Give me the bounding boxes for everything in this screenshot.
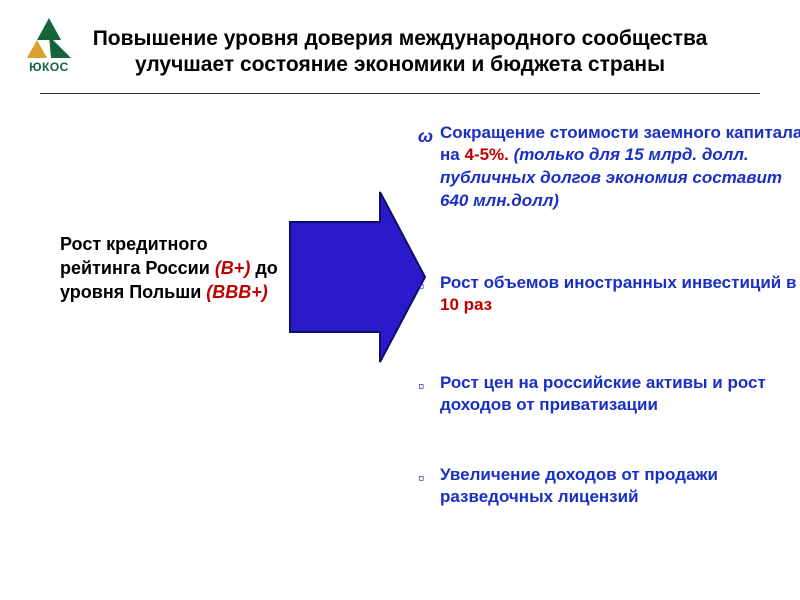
bullet-1: ω Сокращение стоимости заемного капитала…	[440, 122, 800, 214]
bullet-4-text: Увеличение доходов от продажи разведочны…	[440, 465, 718, 507]
logo-tri-1	[37, 18, 61, 40]
bullet-2-pre: Рост объемов иностранных инвестиций в	[440, 273, 796, 292]
left-pre: Рост кредитного рейтинга России	[60, 234, 215, 278]
left-text: Рост кредитного рейтинга России (B+) до …	[60, 232, 280, 305]
logo-text: ЮКОС	[14, 60, 84, 74]
content: Рост кредитного рейтинга России (B+) до …	[40, 102, 760, 562]
slide-title: Повышение уровня доверия международного …	[90, 26, 710, 79]
logo: ЮКОС	[14, 18, 84, 74]
bullet-1-marker: ω	[418, 124, 434, 148]
arrow-icon	[280, 182, 430, 372]
rating-from: (B+)	[215, 258, 251, 278]
slide: ЮКОС Повышение уровня доверия международ…	[0, 0, 800, 600]
bullet-2: ▫ Рост объемов иностранных инвестиций в …	[440, 272, 800, 318]
bullet-3-marker: ▫	[418, 374, 434, 398]
arrow-shape	[290, 192, 425, 362]
bullet-4: ▫ Увеличение доходов от продажи разведоч…	[440, 464, 800, 510]
bullet-2-marker: ▫	[418, 274, 434, 298]
divider	[40, 93, 760, 94]
bullet-1-pct: 4-5%.	[464, 145, 508, 164]
logo-tri-2	[27, 40, 47, 58]
bullet-3-text: Рост цен на российские активы и рост дох…	[440, 373, 766, 415]
rating-to: (BBB+)	[206, 282, 268, 302]
bullet-2-red: 10 раз	[440, 295, 492, 314]
bullet-4-marker: ▫	[418, 466, 434, 490]
bullet-3: ▫ Рост цен на российские активы и рост д…	[440, 372, 800, 418]
logo-icon	[27, 18, 71, 58]
